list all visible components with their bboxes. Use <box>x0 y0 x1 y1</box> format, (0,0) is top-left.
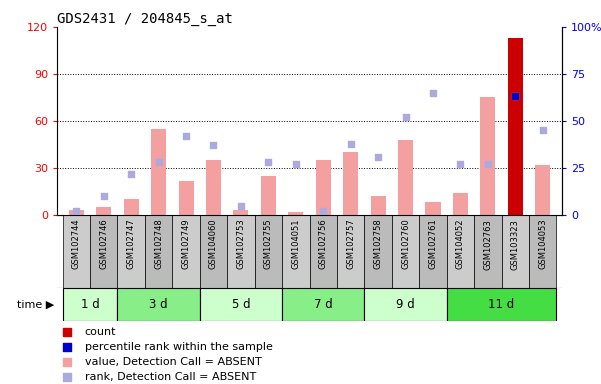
Bar <box>474 215 502 288</box>
Bar <box>392 215 419 288</box>
Text: count: count <box>85 327 117 337</box>
Point <box>510 93 520 99</box>
Bar <box>364 288 447 321</box>
Bar <box>117 215 145 288</box>
Bar <box>371 196 386 215</box>
Bar <box>261 176 276 215</box>
Point <box>154 159 163 166</box>
Bar <box>172 215 200 288</box>
Text: 5 d: 5 d <box>231 298 250 311</box>
Text: GSM102755: GSM102755 <box>264 219 273 269</box>
Text: GSM102763: GSM102763 <box>483 219 492 270</box>
Point <box>373 154 383 160</box>
Text: GSM102757: GSM102757 <box>346 219 355 270</box>
Bar <box>508 38 523 215</box>
Point <box>182 133 191 139</box>
Text: 11 d: 11 d <box>489 298 514 311</box>
Bar <box>453 193 468 215</box>
Text: 1 d: 1 d <box>81 298 99 311</box>
Bar <box>364 215 392 288</box>
Point <box>428 90 438 96</box>
Text: GSM102747: GSM102747 <box>127 219 136 270</box>
Text: GSM102744: GSM102744 <box>72 219 81 269</box>
Bar <box>63 288 117 321</box>
Bar <box>529 215 557 288</box>
Bar <box>69 210 84 215</box>
Bar <box>535 165 551 215</box>
Bar <box>282 215 310 288</box>
Text: GSM102746: GSM102746 <box>99 219 108 270</box>
Point <box>72 208 81 214</box>
Bar <box>255 215 282 288</box>
Text: GSM104051: GSM104051 <box>291 219 300 269</box>
Text: GSM104053: GSM104053 <box>538 219 548 269</box>
Bar <box>343 152 358 215</box>
Bar <box>447 215 474 288</box>
Point <box>209 142 218 149</box>
Text: GSM104052: GSM104052 <box>456 219 465 269</box>
Bar <box>316 160 331 215</box>
Bar <box>96 207 111 215</box>
Point <box>346 141 355 147</box>
Text: GSM102760: GSM102760 <box>401 219 410 270</box>
Bar <box>288 212 304 215</box>
Text: GSM102756: GSM102756 <box>319 219 328 270</box>
Text: GSM102749: GSM102749 <box>182 219 191 269</box>
Point <box>483 161 493 167</box>
Point <box>63 374 72 380</box>
Text: time ▶: time ▶ <box>17 299 54 310</box>
Bar <box>63 215 90 288</box>
Text: GSM102761: GSM102761 <box>429 219 438 270</box>
Point <box>99 193 109 199</box>
Point <box>456 161 465 167</box>
Point <box>236 203 246 209</box>
Point <box>401 114 410 120</box>
Point <box>63 344 72 350</box>
Bar <box>178 180 194 215</box>
Bar <box>398 140 413 215</box>
Text: GSM103323: GSM103323 <box>511 219 520 270</box>
Text: GSM102748: GSM102748 <box>154 219 163 270</box>
Text: 3 d: 3 d <box>149 298 168 311</box>
Text: rank, Detection Call = ABSENT: rank, Detection Call = ABSENT <box>85 372 256 382</box>
Point <box>63 359 72 365</box>
Text: GSM102758: GSM102758 <box>374 219 383 270</box>
Text: 9 d: 9 d <box>396 298 415 311</box>
Bar <box>90 215 117 288</box>
Bar <box>233 210 248 215</box>
Bar <box>480 98 495 215</box>
Point <box>538 127 548 134</box>
Text: percentile rank within the sample: percentile rank within the sample <box>85 342 273 352</box>
Bar <box>310 215 337 288</box>
Bar <box>337 215 364 288</box>
Text: GDS2431 / 204845_s_at: GDS2431 / 204845_s_at <box>57 12 233 25</box>
Text: GSM104060: GSM104060 <box>209 219 218 269</box>
Point <box>264 159 273 166</box>
Point <box>510 93 520 99</box>
Text: value, Detection Call = ABSENT: value, Detection Call = ABSENT <box>85 357 261 367</box>
Bar <box>502 215 529 288</box>
Bar <box>282 288 364 321</box>
Bar <box>447 288 557 321</box>
Bar <box>151 129 166 215</box>
Point <box>319 208 328 214</box>
Bar <box>117 288 200 321</box>
Bar <box>419 215 447 288</box>
Bar <box>200 288 282 321</box>
Bar <box>227 215 255 288</box>
Bar <box>426 202 441 215</box>
Text: GSM102753: GSM102753 <box>236 219 245 270</box>
Bar <box>124 199 139 215</box>
Point <box>126 170 136 177</box>
Bar <box>206 160 221 215</box>
Text: 7 d: 7 d <box>314 298 332 311</box>
Point <box>63 329 72 335</box>
Bar <box>200 215 227 288</box>
Bar <box>145 215 172 288</box>
Point <box>291 161 300 167</box>
